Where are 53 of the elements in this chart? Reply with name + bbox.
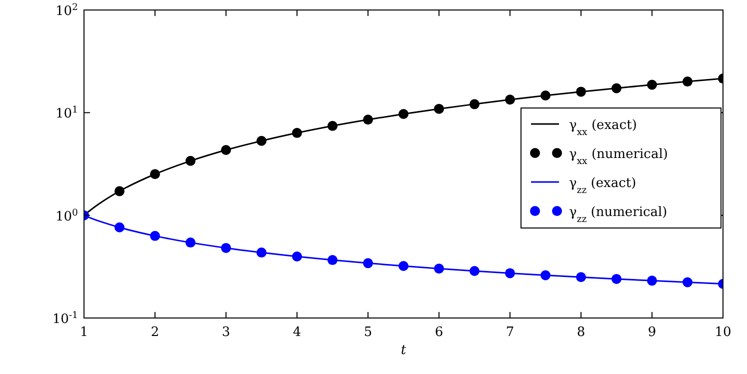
y-tick-label: 10$^{1}$	[56, 104, 78, 122]
x-tick-label: 9	[648, 325, 656, 340]
point	[470, 266, 480, 276]
x-tick-label: 6	[434, 325, 444, 340]
point	[505, 268, 515, 278]
legend-label: γ$_{xx}$ (exact)	[569, 118, 637, 138]
point	[434, 264, 444, 274]
y-tick-label: 10$^{0}$	[56, 206, 78, 224]
legend-label: γ$_{zz}$ (exact)	[569, 176, 636, 196]
point	[150, 169, 160, 180]
point	[434, 104, 444, 114]
point	[221, 144, 231, 155]
point	[292, 128, 302, 138]
point	[612, 274, 622, 284]
x-axis-title: t	[400, 343, 407, 358]
point	[398, 261, 408, 271]
point	[470, 99, 480, 110]
point	[150, 230, 160, 241]
point	[221, 242, 231, 253]
point	[114, 186, 124, 196]
point	[647, 80, 657, 90]
legend-label: γ$_{zz}$ (numerical)	[569, 205, 668, 224]
x-tick-label: 8	[576, 325, 586, 340]
x-tick-label: 1	[80, 325, 88, 340]
y-tick-label: 10$^{2}$	[56, 2, 78, 19]
point	[328, 255, 338, 266]
x-tick-label: 4	[292, 325, 302, 340]
y-tick-label: 10$^{-1}$	[52, 310, 78, 327]
point	[292, 252, 302, 262]
point	[256, 136, 266, 146]
point	[328, 120, 338, 131]
point	[256, 248, 266, 258]
x-tick-label: 3	[222, 325, 230, 340]
legend-label: γ$_{xx}$ (numerical)	[569, 147, 668, 166]
point	[682, 76, 692, 87]
point	[186, 156, 196, 166]
point	[363, 258, 373, 268]
point	[540, 90, 550, 100]
point	[186, 238, 196, 248]
point	[398, 108, 408, 119]
point	[540, 270, 550, 280]
point	[682, 277, 692, 288]
x-tick-label: 5	[364, 325, 372, 340]
x-tick-label: 2	[150, 325, 160, 340]
point	[505, 94, 515, 105]
point	[576, 86, 586, 97]
point	[647, 276, 657, 286]
point	[612, 83, 622, 94]
point	[363, 114, 373, 125]
x-tick-label: 7	[506, 325, 514, 340]
x-tick-label: 10	[714, 325, 732, 340]
point	[576, 272, 586, 282]
point	[114, 222, 124, 232]
